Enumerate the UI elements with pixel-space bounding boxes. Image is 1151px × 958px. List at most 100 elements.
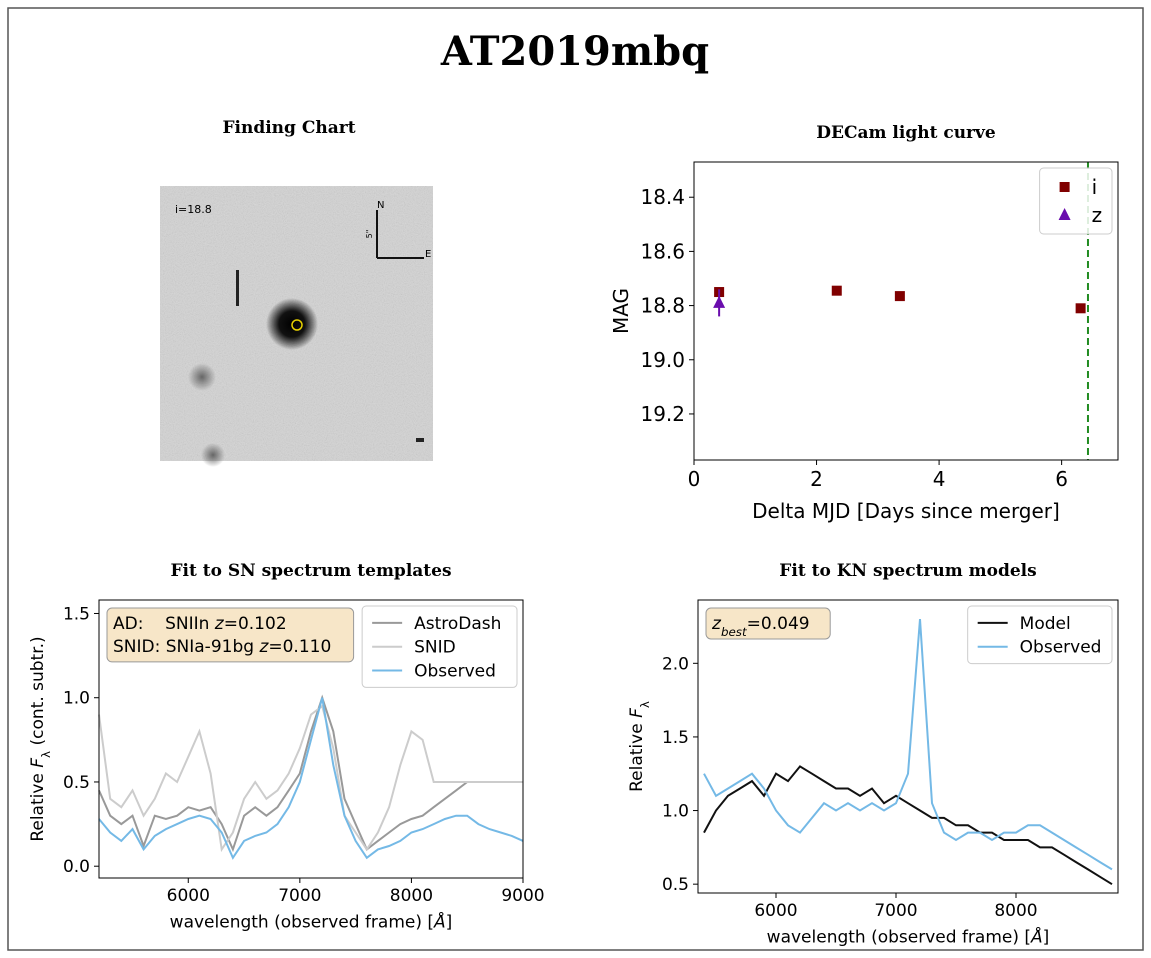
annotation-part: z [711,614,722,634]
y-axis-label-part: MAG [609,288,633,334]
target-marker [291,319,303,331]
annotation-part: z [214,614,225,634]
y-tick-label: 2.0 [662,654,689,674]
annotation-part: best [721,625,748,639]
east-label: E [425,249,431,260]
x-tick-label: 7000 [278,886,321,906]
y-tick-label: 19.2 [640,402,685,426]
marker [894,291,905,302]
panel-title: Finding Chart [222,118,355,138]
y-tick-label: 18.6 [640,239,685,263]
annotation: SNID: SNIa-91bg z=0.110 [113,637,331,657]
finding-chart: i=18.8 N E 5" [160,186,433,467]
y-axis-label-part: λ [39,751,53,758]
plot-frame [693,161,1119,461]
x-tick-label: 8000 [994,901,1037,921]
legend-swatch [1058,208,1071,220]
y-tick-label: 18.4 [640,185,685,209]
x-axis-label: wavelength (observed frame) [Å] [170,910,453,932]
annotation-part: SNID: SNIa-91bg [113,637,259,657]
legend-label: Model [1020,614,1071,634]
x-axis-label-part: ] [446,912,453,932]
annotation-box [705,607,831,640]
figure-title: AT2019mbq [440,28,709,75]
y-axis-label-part: λ [638,701,652,708]
x-axis-label: Delta MJD [Days since merger] [752,499,1060,523]
x-axis-label-part: wavelength (observed frame) [ [170,912,434,932]
y-axis-label-part: F [627,708,647,718]
y-tick-label: 1.5 [662,728,689,748]
marker [831,285,842,296]
y-axis-label: Relative Fλ (cont. subtr.) [28,636,53,841]
x-axis-label: wavelength (observed frame) [Å] [767,925,1050,947]
x-tick-label: 4 [933,467,946,491]
y-axis-label-part: (cont. subtr.) [28,636,48,751]
x-tick-label: 8000 [390,886,433,906]
x-axis-label-part: Å [433,910,446,932]
scale-label: 5" [365,230,374,239]
y-tick-label: 0.5 [662,875,689,895]
y-tick-label: 19.0 [640,348,685,372]
chart-title: Fit to KN spectrum models [779,561,1036,581]
x-tick-label: 6000 [167,886,210,906]
annotation-part: =0.102 [224,614,287,634]
annotation: AD: SNIIn z=0.102 [113,614,287,634]
chart-title: Fit to SN spectrum templates [170,561,451,581]
plot-frame [697,599,1119,894]
y-tick-label: 1.0 [63,689,90,709]
frame [7,7,1144,951]
y-axis-label: MAG [609,288,633,334]
series-line [98,704,523,853]
annotation-part: AD: SNIIn [113,614,215,634]
x-axis-label-part: ] [1043,927,1050,947]
x-tick-label: 6000 [754,901,797,921]
plot-frame [98,599,524,879]
source [188,363,216,391]
x-tick-label: 0 [688,467,701,491]
y-tick-label: 1.5 [63,604,90,624]
artifact [416,438,424,442]
legend-label: i [1092,175,1098,199]
mag-label: i=18.8 [175,203,212,216]
legend-box [967,605,1113,665]
legend-label: AstroDash [414,614,501,634]
annotation-box [106,607,355,663]
x-tick-label: 7000 [874,901,917,921]
series-line [703,619,1113,871]
x-axis-label-part: wavelength (observed frame) [ [767,927,1031,947]
annotation-part: =0.049 [747,614,810,634]
legend-label: Observed [414,661,496,681]
y-tick-label: 18.8 [640,294,685,318]
y-axis-label: Relative Fλ [627,701,652,792]
legend-swatch [1059,182,1070,192]
annotation: zbest=0.049 [711,614,810,639]
y-axis-label-part: Relative [28,768,48,842]
x-axis-label-part: Delta MJD [Days since merger] [752,499,1060,523]
series-line [703,765,1113,886]
y-tick-label: 0.5 [63,773,90,793]
y-axis-label-part: Relative [627,718,647,792]
x-tick-label: 6 [1055,467,1068,491]
legend-label: Observed [1020,638,1102,658]
series-line [98,694,468,853]
x-tick-label: 2 [810,467,823,491]
y-tick-label: 1.0 [662,801,689,821]
x-axis-label-part: Å [1030,925,1043,947]
legend-box [1039,167,1113,235]
annotation-part: =0.110 [268,637,331,657]
chart-title: DECam light curve [816,123,996,143]
source [201,443,225,467]
legend-box [361,605,518,688]
marker [1075,303,1086,314]
series-line [98,697,524,860]
artifact [236,270,239,306]
marker [713,295,726,308]
y-tick-label: 0.0 [63,857,90,877]
legend-label: SNID [414,638,456,658]
annotation-part: z [258,637,269,657]
north-label: N [377,200,384,211]
y-axis-label-part: F [28,758,48,768]
x-tick-label: 9000 [501,886,544,906]
legend-label: z [1092,203,1103,227]
